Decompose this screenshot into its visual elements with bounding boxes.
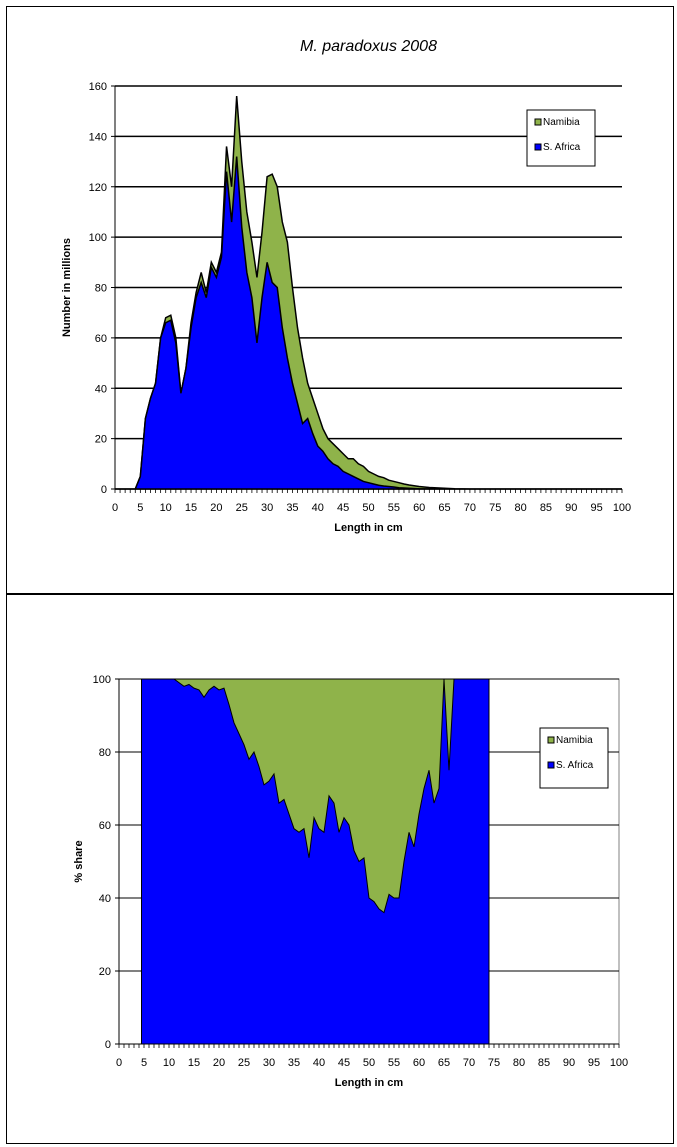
x-tick-label: 40	[313, 1057, 325, 1069]
x-tick-label: 95	[591, 502, 603, 514]
y-tick-label: 100	[89, 232, 107, 244]
y-tick-label: 60	[99, 820, 111, 832]
x-tick-label: 60	[413, 1057, 425, 1069]
series-area-s-africa	[141, 678, 490, 1045]
x-tick-label: 10	[163, 1057, 175, 1069]
x-tick-label: 85	[538, 1057, 550, 1069]
legend-swatch	[547, 761, 555, 769]
x-tick-label: 100	[610, 1057, 628, 1069]
x-tick-label: 25	[236, 502, 248, 514]
x-tick-label: 15	[188, 1057, 200, 1069]
x-tick-label: 65	[438, 1057, 450, 1069]
x-tick-label: 80	[514, 502, 526, 514]
x-tick-label: 25	[238, 1057, 250, 1069]
legend-swatch	[547, 736, 555, 744]
x-tick-label: 70	[464, 502, 476, 514]
x-axis-label: Length in cm	[334, 522, 403, 534]
y-tick-label: 20	[99, 966, 111, 978]
chart-title: M. paradoxus 2008	[300, 38, 437, 55]
x-tick-label: 50	[362, 502, 374, 514]
x-tick-label: 75	[489, 502, 501, 514]
x-tick-label: 65	[438, 502, 450, 514]
series-area-s-africa	[115, 156, 622, 490]
x-tick-label: 90	[563, 1057, 575, 1069]
y-tick-label: 60	[95, 333, 107, 345]
y-axis-label: % share	[73, 840, 85, 882]
chart-top: M. paradoxus 2008 0 20 40 60 80 100 120 140 160 0 5…	[61, 38, 631, 534]
y-tick-label: 140	[89, 131, 107, 143]
legend-label: S. Africa	[556, 760, 594, 771]
x-tick-label: 15	[185, 502, 197, 514]
x-tick-label: 55	[388, 1057, 400, 1069]
x-tick-label: 5	[141, 1057, 147, 1069]
x-tick-label: 45	[337, 502, 349, 514]
x-tick-label: 95	[588, 1057, 600, 1069]
y-tick-label: 40	[95, 383, 107, 395]
x-tick-label: 40	[312, 502, 324, 514]
legend-swatch	[534, 143, 542, 151]
x-tick-label: 35	[288, 1057, 300, 1069]
y-tick-label: 0	[105, 1039, 111, 1051]
legend-label: Namibia	[543, 117, 580, 128]
x-tick-label: 70	[463, 1057, 475, 1069]
x-tick-label: 0	[116, 1057, 122, 1069]
y-tick-label: 80	[95, 283, 107, 295]
x-tick-label: 30	[261, 502, 273, 514]
x-tick-label: 20	[213, 1057, 225, 1069]
x-tick-label: 5	[137, 502, 143, 514]
legend-swatch	[534, 118, 542, 126]
x-tick-label: 85	[540, 502, 552, 514]
x-axis-label: Length in cm	[335, 1077, 404, 1089]
x-tick-label: 60	[413, 502, 425, 514]
x-tick-label: 50	[363, 1057, 375, 1069]
y-tick-label: 80	[99, 747, 111, 759]
y-tick-label: 160	[89, 81, 107, 93]
y-tick-label: 0	[101, 484, 107, 496]
legend-label: Namibia	[556, 735, 593, 746]
chart-panel-top: M. paradoxus 2008 0 20 40 60 80 100 120 140 160 0 5…	[6, 6, 674, 594]
y-tick-label: 100	[93, 674, 111, 686]
legend-label: S. Africa	[543, 142, 581, 153]
chart-bottom: 0 20 40 60 80 100 0 5 10 15 20 25 30 35 40 45 50 55 60 65 70…	[73, 674, 628, 1089]
x-tick-label: 30	[263, 1057, 275, 1069]
x-tick-label: 80	[513, 1057, 525, 1069]
x-tick-label: 0	[112, 502, 118, 514]
y-tick-label: 20	[95, 434, 107, 446]
x-tick-label: 35	[286, 502, 298, 514]
y-axis-label: Number in millions	[61, 238, 73, 337]
x-tick-label: 20	[210, 502, 222, 514]
y-tick-label: 40	[99, 893, 111, 905]
x-tick-label: 55	[388, 502, 400, 514]
y-tick-label: 120	[89, 182, 107, 194]
x-tick-label: 100	[613, 502, 631, 514]
x-tick-label: 45	[338, 1057, 350, 1069]
x-tick-label: 10	[160, 502, 172, 514]
x-tick-label: 90	[565, 502, 577, 514]
legend	[539, 727, 609, 789]
chart-panel-bottom: 0 20 40 60 80 100 0 5 10 15 20 25 30 35 40 45 50 55 60 65 70…	[6, 594, 674, 1144]
x-tick-label: 75	[488, 1057, 500, 1069]
